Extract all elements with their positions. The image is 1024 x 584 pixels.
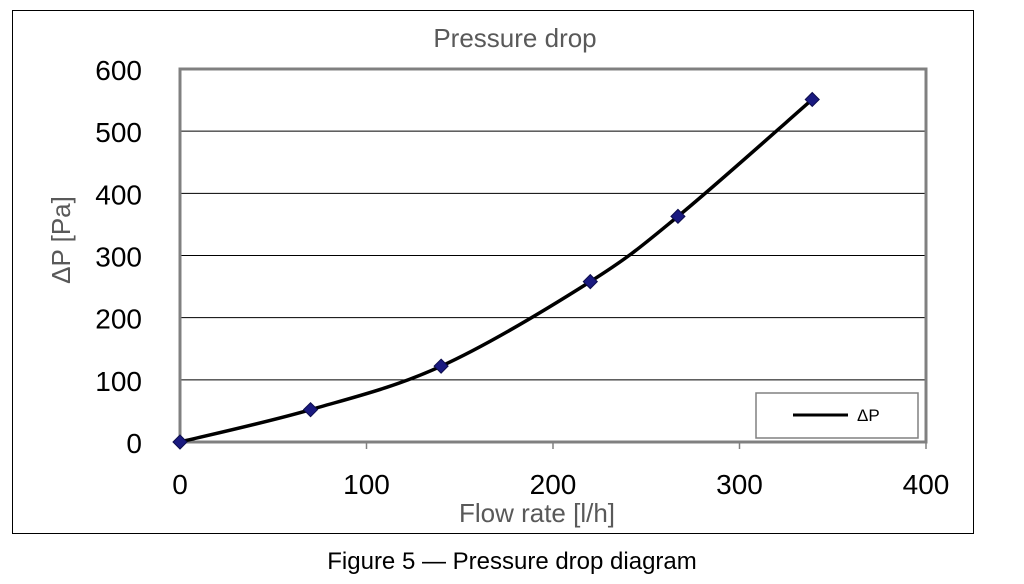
x-tick-label: 0 (172, 469, 188, 500)
data-point-marker (433, 358, 449, 374)
grid-lines (180, 130, 926, 381)
y-tick-label: 400 (95, 179, 142, 210)
data-point-marker (582, 273, 599, 290)
x-tick-label: 200 (530, 469, 577, 500)
x-tick-label: 400 (903, 469, 950, 500)
chart-frame (12, 10, 974, 534)
x-tick-label: 300 (716, 469, 763, 500)
y-tick-label: 200 (95, 304, 142, 335)
y-tick-label: 100 (95, 366, 142, 397)
figure-caption: Figure 5 — Pressure drop diagram (327, 548, 697, 575)
pressure-drop-chart: 0 100 200 300 400 500 600 0 100 200 300 400 Pressur… (46, 23, 949, 528)
series-line-layer (179, 98, 814, 444)
legend: ΔP (755, 392, 919, 439)
y-tick-label: 300 (95, 242, 142, 273)
y-axis-label: ΔP [Pa] (46, 196, 76, 284)
axes: 0 100 200 300 400 500 600 0 100 200 300 400 (95, 55, 949, 500)
y-tick-label: 500 (95, 117, 142, 148)
data-point-marker (804, 91, 820, 108)
x-axis-label: Flow rate [l/h] (459, 498, 615, 528)
chart-title: Pressure drop (433, 23, 596, 53)
data-point-marker (172, 434, 188, 450)
y-tick-label: 600 (95, 55, 142, 86)
series-markers (172, 91, 820, 450)
x-tick-label: 100 (343, 469, 390, 500)
y-tick-label: 0 (126, 428, 142, 459)
chart-labels: Pressure drop Flow rate [l/h] ΔP [Pa] (46, 23, 615, 528)
legend-entry-delta-p: ΔP (857, 406, 880, 425)
series-line-delta-p (179, 98, 814, 444)
data-point-marker (670, 208, 686, 225)
data-point-marker (302, 401, 319, 418)
